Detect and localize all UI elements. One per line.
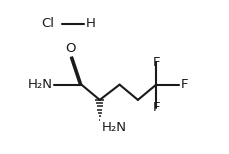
- Text: F: F: [152, 101, 159, 114]
- Text: Cl: Cl: [41, 17, 54, 30]
- Text: F: F: [152, 56, 159, 69]
- Text: H: H: [86, 17, 95, 30]
- Text: H₂N: H₂N: [27, 78, 52, 91]
- Text: H₂N: H₂N: [101, 121, 126, 134]
- Text: F: F: [180, 78, 187, 91]
- Text: O: O: [65, 42, 76, 55]
